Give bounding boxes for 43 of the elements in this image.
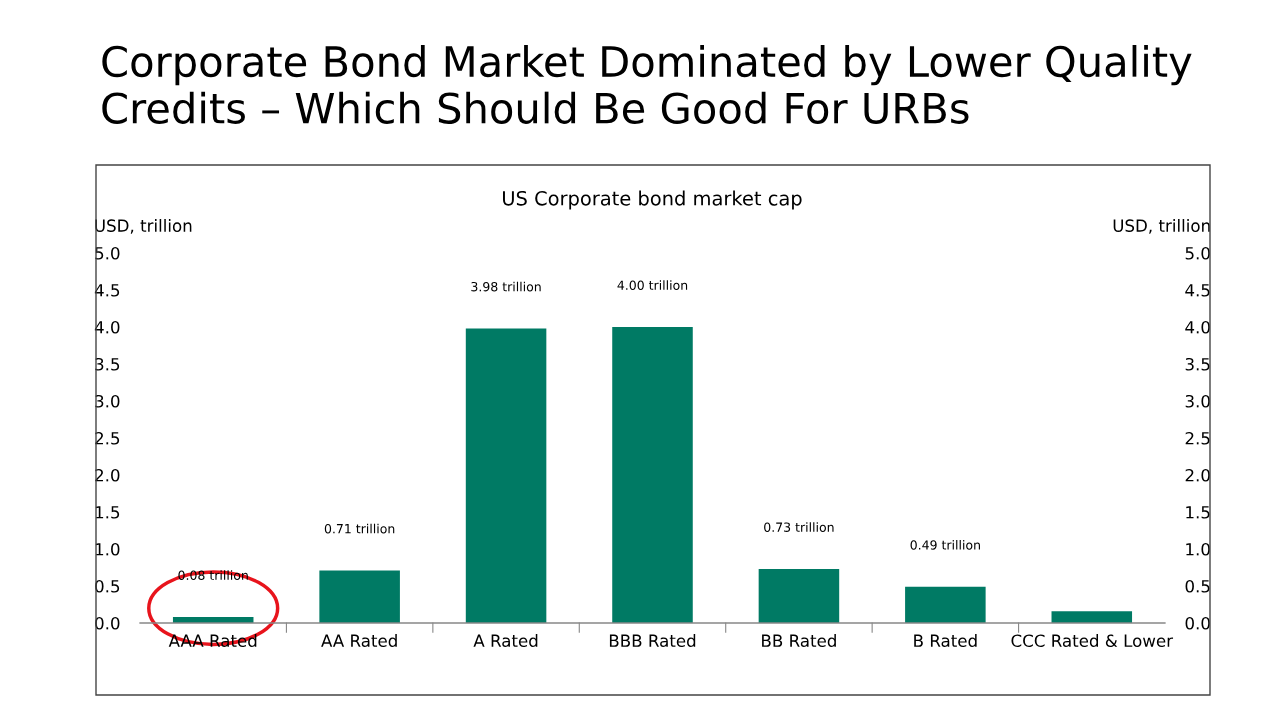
bar <box>758 568 840 623</box>
y2-tick-label: 2.0 <box>1185 468 1210 482</box>
y-tick-label: 0.5 <box>95 579 120 593</box>
y2-tick-label: 4.0 <box>1185 320 1210 334</box>
x-tick-label: B Rated <box>914 634 977 648</box>
bar <box>465 328 547 623</box>
y2-tick-label: 1.5 <box>1186 506 1210 519</box>
chart-subtitle: US Corporate bond market cap <box>503 190 802 210</box>
data-label: 0.73 trillion <box>764 522 834 532</box>
y2-tick-label: 3.0 <box>1185 394 1210 408</box>
x-tick-label: AA Rated <box>321 634 397 648</box>
y-axis-title: USD, trillion <box>95 219 192 234</box>
data-label: 0.49 trillion <box>910 539 980 550</box>
x-tick-label: A Rated <box>473 634 538 648</box>
x-tick-label: CCC Rated & Lower <box>1011 634 1174 648</box>
bar <box>319 570 400 623</box>
y2-axis-title: USD, trillion <box>1113 219 1210 234</box>
y2-tick-label: 0.5 <box>1185 579 1210 593</box>
y2-tick-label: 3.5 <box>1185 357 1210 371</box>
bar <box>1051 611 1133 623</box>
y2-tick-label: 1.0 <box>1186 542 1210 556</box>
y2-tick-label: 4.5 <box>1185 284 1210 297</box>
y-tick-label: 2.5 <box>95 431 120 445</box>
y-tick-label: 3.5 <box>95 357 120 371</box>
y-tick-label: 4.0 <box>94 320 120 334</box>
y-tick-label: 1.5 <box>95 506 120 519</box>
y2-tick-label: 2.5 <box>1185 431 1210 445</box>
y-tick-label: 5.0 <box>95 246 120 260</box>
y2-tick-label: 5.0 <box>1185 246 1210 260</box>
y-tick-label: 2.0 <box>95 468 120 482</box>
bar <box>905 586 986 623</box>
y-tick-label: 1.0 <box>95 542 120 556</box>
y-tick-label: 3.0 <box>95 394 120 408</box>
y-tick-label: 4.5 <box>94 284 120 297</box>
x-tick-label: BB Rated <box>762 634 836 648</box>
x-tick-label: BBB Rated <box>609 634 696 648</box>
bar <box>612 327 693 623</box>
data-label: 0.71 trillion <box>324 523 395 534</box>
chart-title: Corporate Bond Market Dominated by Lower Quality Credits – Which Should Be Good For URBs <box>102 45 1192 124</box>
data-label: 3.98 trillion <box>471 281 541 292</box>
y2-tick-label: 0.0 <box>1185 616 1210 630</box>
data-label: 4.00 trillion <box>617 280 688 290</box>
y-tick-label: 0.0 <box>95 616 120 630</box>
